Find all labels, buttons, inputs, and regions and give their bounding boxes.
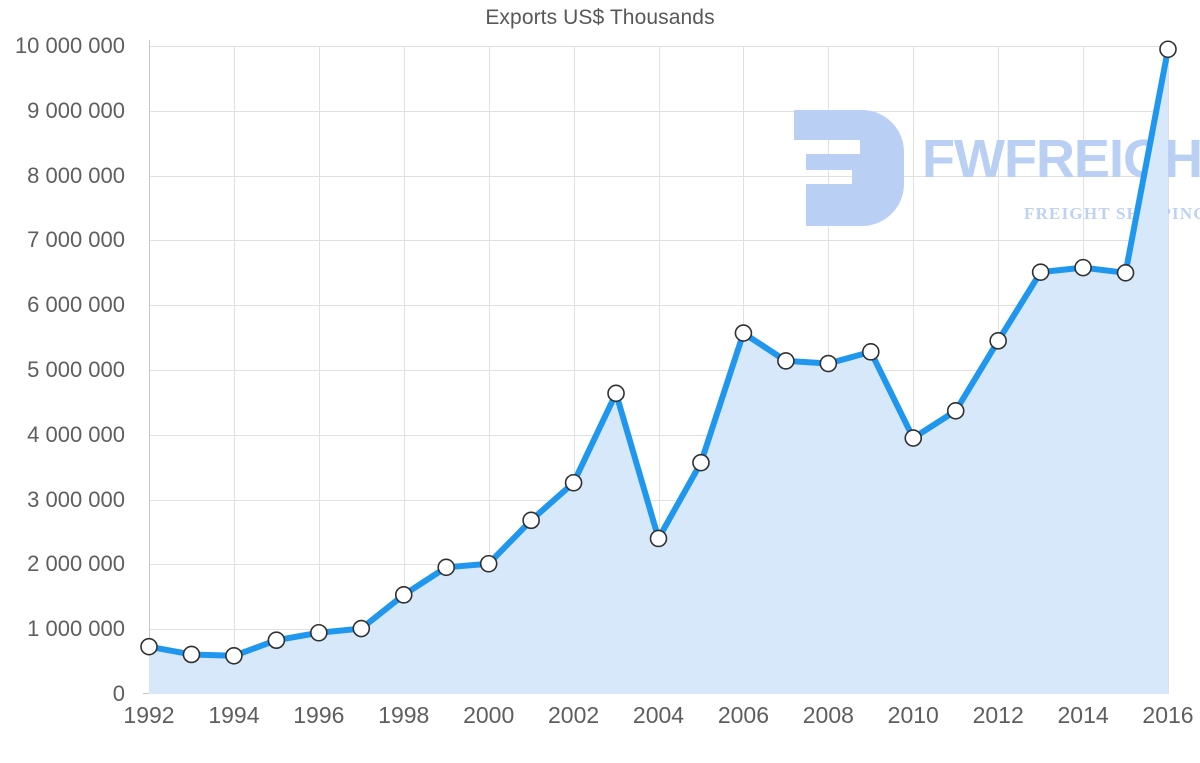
data-point-marker[interactable] (819, 354, 838, 373)
x-axis-tick-label: 1992 (123, 702, 175, 728)
data-point-marker[interactable] (904, 429, 923, 447)
x-axis-tick-label: 1998 (378, 702, 430, 728)
data-point-marker[interactable] (267, 631, 286, 650)
x-axis-tick-label: 2008 (802, 702, 854, 728)
x-axis-tick-label: 2014 (1057, 702, 1109, 728)
y-axis-tick-label: 9 000 000 (27, 97, 125, 123)
y-axis-tick-label: 7 000 000 (27, 227, 125, 253)
data-point-marker[interactable] (777, 352, 795, 370)
x-axis-tick-label: 2016 (1142, 702, 1194, 728)
gridline-vertical (403, 46, 405, 694)
series-exports (140, 40, 1177, 695)
data-point-marker[interactable] (1116, 264, 1135, 282)
series-markers (140, 40, 1177, 665)
y-axis-tick-label: 2 000 000 (27, 551, 125, 577)
data-point-marker[interactable] (946, 402, 965, 420)
series-area-fill (149, 49, 1168, 695)
gridline-vertical (573, 46, 575, 694)
data-point-marker[interactable] (649, 529, 668, 548)
y-axis-tick-label: 1 000 000 (27, 616, 125, 642)
x-axis-tick-label: 2006 (717, 702, 769, 728)
chart-title: Exports US$ Thousands (485, 6, 715, 29)
data-point-marker[interactable] (352, 619, 371, 638)
x-axis-tick-label: 2004 (632, 702, 685, 728)
data-point-marker[interactable] (437, 558, 456, 577)
y-axis-tick-label: 5 000 000 (27, 357, 125, 382)
x-axis-tick-label: 2010 (887, 702, 939, 728)
data-point-marker[interactable] (607, 384, 625, 403)
data-point-marker[interactable] (564, 473, 583, 492)
data-point-marker[interactable] (861, 343, 880, 361)
data-point-marker[interactable] (734, 324, 753, 342)
x-axis-tick-label: 2000 (463, 702, 515, 728)
data-point-marker[interactable] (394, 586, 413, 604)
y-axis-tick-label: 10 000 000 (14, 33, 125, 58)
gridline-vertical (658, 46, 660, 694)
data-point-marker[interactable] (182, 645, 201, 664)
data-point-marker[interactable] (1031, 263, 1050, 281)
data-point-marker[interactable] (1159, 40, 1177, 59)
gridline-vertical (1168, 46, 1169, 694)
y-axis-tick-label: 3 000 000 (27, 486, 125, 512)
y-axis-tick-label: 6 000 000 (27, 292, 125, 318)
data-point-marker[interactable] (1074, 258, 1092, 277)
y-axis-tick-label: 0 (112, 681, 125, 706)
gridline-vertical (488, 46, 490, 694)
gridline-vertical (233, 46, 235, 694)
data-point-marker[interactable] (989, 332, 1007, 350)
y-axis-tick-label: 4 000 000 (27, 421, 125, 447)
data-point-marker[interactable] (310, 623, 328, 642)
x-axis-tick-label: 2012 (972, 702, 1024, 728)
x-axis-tick-label: 1994 (208, 702, 260, 728)
x-axis-tick-label: 1996 (293, 702, 345, 728)
data-point-marker[interactable] (692, 453, 710, 472)
gridline-vertical (913, 46, 915, 694)
y-axis-line (149, 40, 150, 694)
data-point-marker[interactable] (522, 511, 540, 530)
gridline-vertical (318, 46, 320, 694)
x-axis-tick-label: 2002 (547, 702, 600, 728)
data-point-marker[interactable] (479, 554, 498, 573)
data-point-marker[interactable] (140, 637, 158, 656)
data-point-marker[interactable] (225, 646, 243, 665)
y-axis-tick-label: 8 000 000 (27, 162, 125, 188)
plot-area: 0 1 000 000 2 000 000 3 000 000 4 000 000 5 0… (15, 33, 1200, 728)
